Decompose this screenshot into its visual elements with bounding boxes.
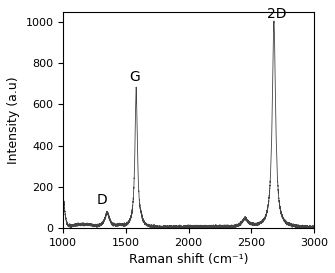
Y-axis label: Intensity (a.u): Intensity (a.u) [7,76,20,164]
Text: G: G [129,70,140,84]
Text: D: D [97,193,108,207]
X-axis label: Raman shift (cm⁻¹): Raman shift (cm⁻¹) [129,253,248,266]
Text: 2D: 2D [267,7,286,21]
